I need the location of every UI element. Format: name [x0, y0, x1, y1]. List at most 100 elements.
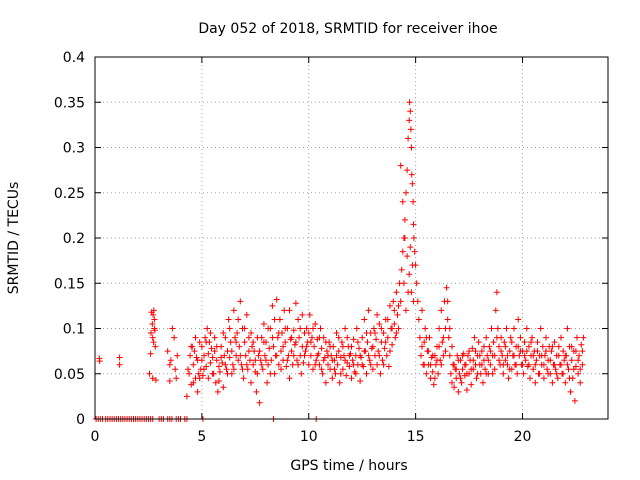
data-point	[278, 366, 284, 373]
data-point	[307, 339, 314, 346]
data-point	[301, 352, 308, 359]
data-point	[337, 370, 344, 377]
data-point	[454, 352, 461, 359]
data-point	[547, 357, 554, 364]
data-points	[93, 99, 587, 422]
data-point	[211, 334, 218, 341]
data-point	[407, 108, 414, 115]
data-point	[519, 361, 526, 368]
data-point	[407, 126, 414, 133]
y-tick-label: 0.2	[63, 231, 85, 247]
data-point	[354, 339, 361, 346]
data-point	[391, 321, 398, 327]
data-point	[374, 361, 381, 368]
data-point	[530, 366, 537, 373]
data-point	[506, 366, 513, 373]
data-point	[233, 339, 240, 346]
x-tick-label: 15	[407, 429, 425, 445]
data-point	[290, 352, 297, 359]
data-point	[239, 366, 246, 373]
data-point	[245, 348, 252, 355]
data-point	[300, 359, 307, 366]
data-point	[389, 341, 396, 348]
data-point	[171, 334, 178, 341]
data-point	[263, 357, 269, 364]
data-point	[378, 325, 385, 332]
data-point	[292, 300, 299, 307]
data-point	[514, 370, 521, 377]
data-point	[275, 361, 282, 368]
data-point	[461, 361, 468, 368]
data-point	[383, 352, 390, 359]
data-point	[286, 307, 293, 314]
data-point	[540, 375, 547, 382]
data-point	[316, 334, 323, 341]
data-point	[440, 352, 447, 359]
data-point	[521, 339, 528, 346]
data-point	[281, 307, 288, 314]
data-point	[205, 350, 212, 357]
data-point	[423, 370, 430, 377]
data-point	[525, 343, 532, 350]
data-point	[294, 357, 300, 364]
data-point	[258, 361, 265, 368]
data-point	[384, 316, 391, 323]
data-point	[173, 375, 180, 382]
data-point	[570, 366, 577, 373]
data-point	[256, 348, 263, 355]
data-point	[284, 357, 291, 364]
data-point	[295, 316, 302, 323]
data-point	[273, 352, 280, 359]
data-point	[506, 348, 513, 355]
data-point	[534, 339, 541, 346]
data-point	[451, 384, 458, 391]
data-point	[166, 361, 173, 368]
data-point	[222, 334, 229, 341]
data-point	[376, 321, 383, 327]
data-point	[516, 352, 523, 359]
data-point	[361, 316, 368, 323]
data-point	[260, 339, 267, 346]
data-point	[146, 370, 153, 377]
data-point	[342, 357, 349, 364]
data-point	[174, 352, 181, 359]
data-point	[191, 348, 198, 355]
data-point	[554, 375, 561, 382]
data-point	[480, 379, 486, 386]
data-point	[445, 334, 452, 341]
data-point	[350, 361, 357, 368]
data-point	[455, 388, 462, 395]
data-point	[254, 334, 261, 341]
data-point	[549, 343, 556, 350]
data-point	[280, 343, 287, 350]
data-point	[574, 334, 580, 341]
data-point	[207, 359, 214, 366]
data-point	[397, 162, 404, 169]
data-point	[393, 330, 400, 336]
data-point	[199, 372, 206, 379]
data-point	[374, 311, 381, 318]
data-point	[278, 348, 284, 355]
x-tick-label: 5	[197, 429, 206, 445]
data-point	[409, 180, 416, 187]
data-point	[515, 343, 522, 350]
data-point	[190, 379, 197, 386]
data-point	[211, 348, 218, 355]
data-point	[446, 325, 453, 332]
data-point	[389, 325, 396, 332]
data-point	[436, 343, 443, 350]
data-point	[325, 361, 331, 368]
data-point	[252, 357, 259, 364]
data-point	[261, 352, 268, 359]
data-point	[169, 325, 176, 332]
data-point	[381, 345, 388, 352]
data-point	[283, 363, 290, 370]
y-tick-label: 0.3	[63, 141, 85, 157]
data-point	[205, 375, 212, 382]
data-point	[463, 387, 470, 393]
data-point	[353, 325, 360, 332]
data-point	[528, 339, 534, 346]
data-point	[466, 348, 473, 355]
data-point	[478, 348, 485, 355]
data-point	[221, 352, 228, 359]
